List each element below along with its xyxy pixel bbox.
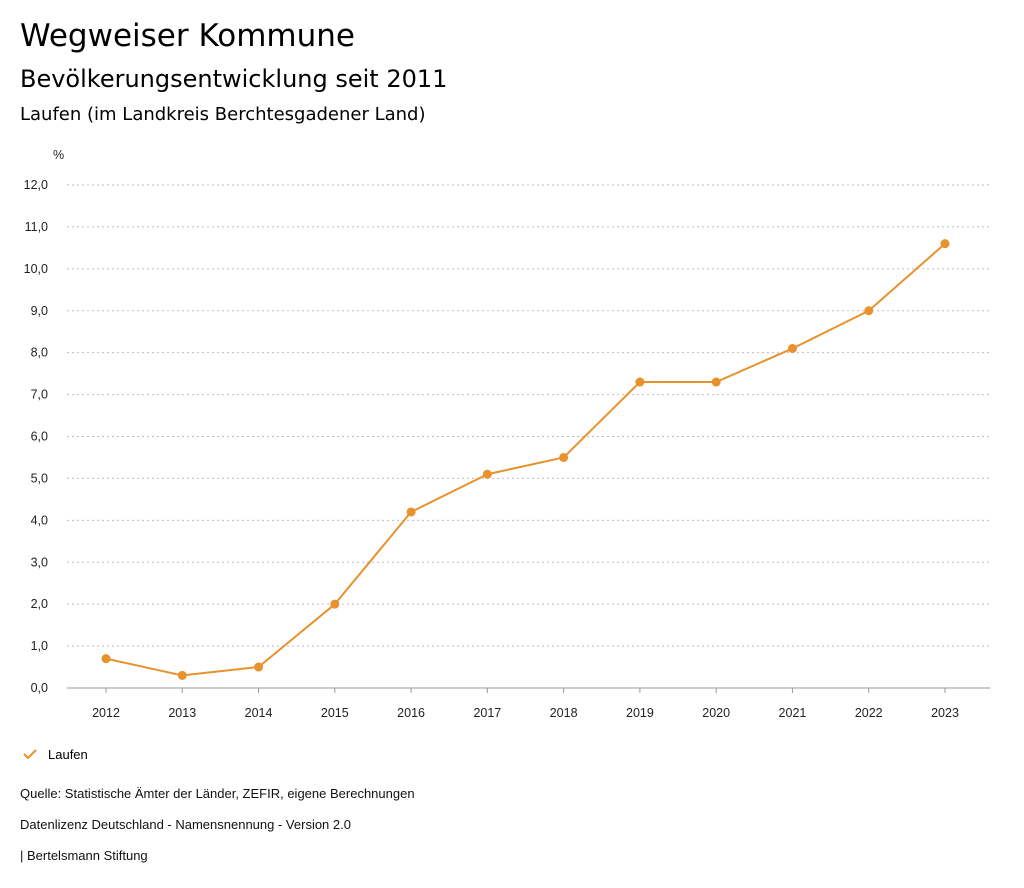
x-tick-label: 2021 [779,706,807,720]
y-tick-label: 7,0 [31,388,48,402]
data-point [101,654,111,664]
x-axis-ticks: 2012 2013 2014 2015 2016 2017 2018 2019 2020 2021… [92,688,959,720]
footer-license: Datenlizenz Deutschland - Namensnennung … [20,817,351,832]
x-tick-label: 2015 [321,706,349,720]
footer-publisher: | Bertelsmann Stiftung [20,848,148,863]
series-line [105,242,946,677]
y-tick-label: 1,0 [31,639,48,653]
data-point [177,670,187,680]
x-tick-label: 2017 [473,706,501,720]
y-tick-label: 6,0 [31,430,48,444]
page-title: Wegweiser Kommune [20,18,355,54]
chart-subtitle: Bevölkerungsentwicklung seit 2011 [20,65,448,93]
y-axis-unit-label: % [53,148,64,162]
data-point [330,599,340,609]
y-tick-label: 12,0 [24,178,48,192]
y-tick-label: 5,0 [31,471,48,485]
data-point [864,306,874,316]
data-point [711,377,721,387]
footer-source: Quelle: Statistische Ämter der Länder, Z… [20,786,415,801]
x-tick-label: 2022 [855,706,883,720]
series-laufen [101,239,950,680]
data-point [254,662,264,672]
data-point [787,343,797,353]
x-tick-label: 2013 [168,706,196,720]
y-tick-label: 10,0 [24,262,48,276]
x-tick-label: 2020 [702,706,730,720]
y-tick-label: 4,0 [31,513,48,527]
y-tick-label: 11,0 [25,220,48,234]
data-point [406,507,416,517]
legend: Laufen [22,744,88,764]
data-point [482,469,492,479]
data-point [940,239,950,249]
legend-label-laufen: Laufen [48,746,88,762]
x-tick-label: 2019 [626,706,654,720]
grid-lines [67,184,990,689]
y-tick-label: 3,0 [31,555,48,569]
x-tick-label: 2023 [931,706,959,720]
x-tick-label: 2012 [92,706,120,720]
y-tick-label: 0,0 [31,681,48,695]
x-tick-label: 2018 [550,706,578,720]
y-axis-ticks: 0,0 1,0 2,0 3,0 4,0 5,0 6,0 7,0 8,0 9,0 10,0 11,0 12… [24,178,48,695]
x-tick-label: 2016 [397,706,425,720]
data-point [635,377,645,387]
y-tick-label: 8,0 [31,346,48,360]
y-tick-label: 9,0 [31,304,48,318]
x-tick-label: 2014 [245,706,273,720]
y-tick-label: 2,0 [31,597,48,611]
region-label: Laufen (im Landkreis Berchtesgadener Lan… [20,104,426,125]
line-chart: % 0,0 1,0 2,0 3,0 4,0 5,0 6,0 7,0 8,0 9,0 10,0 11,0… [24,148,990,720]
check-icon [23,749,37,760]
data-point [559,452,569,462]
